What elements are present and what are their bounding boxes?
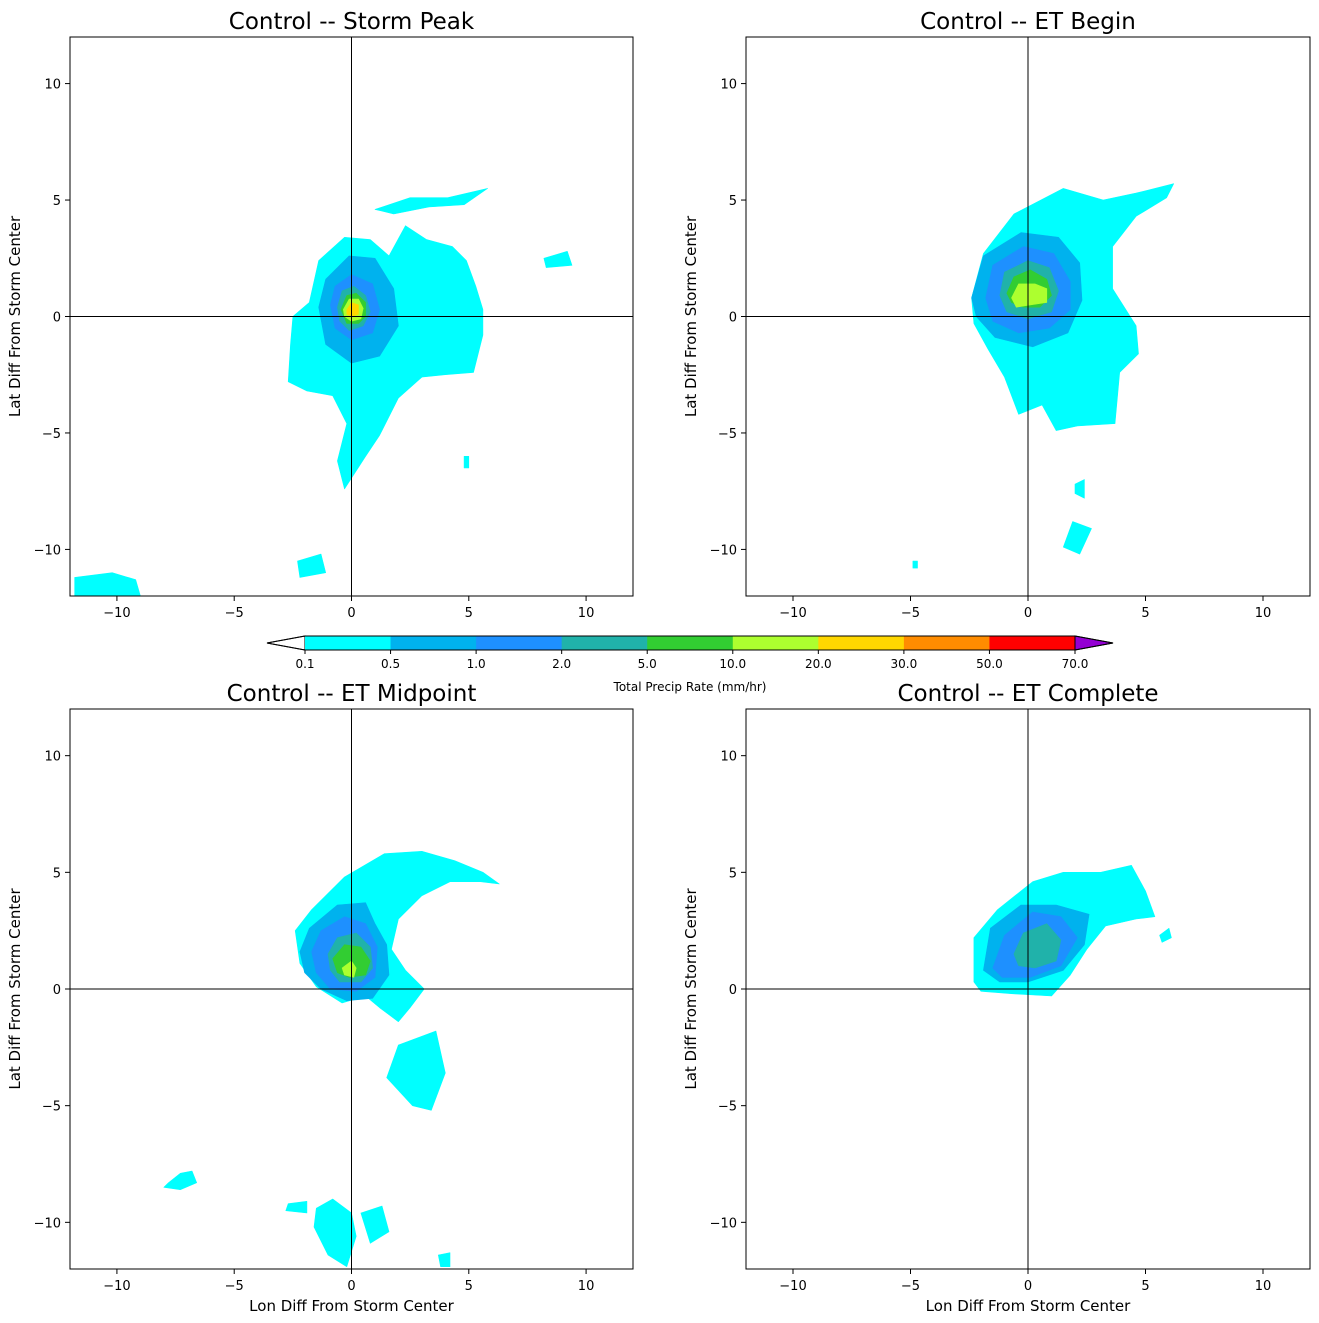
y-tick-label: 0 (53, 311, 61, 326)
x-tick-label: −10 (103, 1279, 130, 1294)
y-axis-label: Lat Diff From Storm Center (6, 888, 24, 1090)
contour-region-0.1 (464, 456, 469, 468)
x-tick-label: −5 (901, 606, 920, 621)
x-tick-label: −10 (103, 606, 130, 621)
panel-title: Control -- ET Complete (897, 681, 1158, 707)
y-tick-label: 0 (53, 983, 61, 998)
colorbar-segment (989, 636, 1075, 650)
x-tick-label: 5 (465, 1279, 473, 1294)
y-tick-label: 10 (720, 78, 737, 93)
colorbar-segment (305, 636, 391, 650)
y-tick-label: 5 (53, 866, 61, 881)
colorbar-tick-label: 5.0 (638, 657, 657, 671)
y-tick-label: −5 (42, 427, 61, 442)
colorbar-under-extend (267, 636, 305, 650)
contour-region-0.1 (913, 561, 918, 568)
y-tick-label: 10 (44, 78, 61, 93)
colorbar-segment (733, 636, 819, 650)
x-tick-label: 0 (1024, 1279, 1032, 1294)
y-axis-label: Lat Diff From Storm Center (682, 888, 700, 1090)
colorbar-over-extend (1075, 636, 1113, 650)
y-axis-label: Lat Diff From Storm Center (682, 215, 700, 417)
colorbar-tick-label: 0.1 (295, 657, 314, 671)
y-tick-label: 5 (729, 194, 737, 209)
colorbar-tick-label: 30.0 (891, 657, 918, 671)
y-tick-label: 10 (44, 750, 61, 765)
contour-region-0.1 (438, 1253, 450, 1267)
y-tick-label: −5 (42, 1100, 61, 1115)
x-tick-label: −5 (225, 1279, 244, 1294)
colorbar-label: Total Precip Rate (mm/hr) (613, 680, 767, 694)
colorbar-tick-label: 1.0 (467, 657, 486, 671)
y-tick-label: 5 (53, 194, 61, 209)
panel-title: Control -- ET Begin (920, 9, 1136, 35)
colorbar-segment (562, 636, 648, 650)
y-tick-label: 0 (729, 983, 737, 998)
colorbar-tick-label: 10.0 (719, 657, 746, 671)
x-tick-label: 10 (1255, 606, 1272, 621)
panel-title: Control -- Storm Peak (229, 9, 475, 35)
y-tick-label: 10 (720, 750, 737, 765)
y-axis-label: Lat Diff From Storm Center (6, 215, 24, 417)
panel-1: −10 −5 0 5 10 −10 −5 0 5 10 Control -- Storm Peak L… (6, 9, 633, 621)
y-tick-label: −10 (34, 543, 61, 558)
x-tick-label: 5 (1141, 606, 1149, 621)
colorbar-segment (476, 636, 562, 650)
x-axis-label: Lon Diff From Storm Center (926, 1297, 1131, 1315)
x-axis-label: Lon Diff From Storm Center (249, 1297, 454, 1315)
panel-3: −10 −5 0 5 10 −10 −5 0 5 10 Control -- ET Midpoint… (6, 681, 633, 1315)
colorbar-segment (391, 636, 477, 650)
x-tick-label: 0 (1024, 606, 1032, 621)
panel-2: −10 −5 0 5 10 −10 −5 0 5 10 Control -- ET Begin Lat… (682, 9, 1310, 621)
y-tick-label: −10 (710, 543, 737, 558)
colorbar-tick-label: 50.0 (976, 657, 1003, 671)
panel-title: Control -- ET Midpoint (227, 681, 477, 707)
colorbar-tick-label: 2.0 (552, 657, 571, 671)
x-tick-label: −5 (901, 1279, 920, 1294)
colorbar-segment (818, 636, 904, 650)
x-tick-label: 0 (347, 1279, 355, 1294)
colorbar-tick-label: 70.0 (1062, 657, 1089, 671)
panel-4: −10 −5 0 5 10 −10 −5 0 5 10 Control -- ET Complete… (682, 681, 1310, 1315)
x-tick-label: 10 (578, 606, 595, 621)
x-tick-label: 5 (465, 606, 473, 621)
colorbar-tick-label: 20.0 (805, 657, 832, 671)
y-tick-label: −5 (718, 1100, 737, 1115)
x-tick-label: 5 (1141, 1279, 1149, 1294)
y-tick-label: −10 (710, 1216, 737, 1231)
x-tick-label: 0 (347, 606, 355, 621)
x-tick-label: −10 (779, 606, 806, 621)
x-tick-label: −10 (779, 1279, 806, 1294)
colorbar-segment (904, 636, 990, 650)
x-tick-label: 10 (578, 1279, 595, 1294)
colorbar-segment (647, 636, 733, 650)
y-tick-label: −5 (718, 427, 737, 442)
y-tick-label: −10 (34, 1216, 61, 1231)
x-tick-label: −5 (225, 606, 244, 621)
y-tick-label: 0 (729, 311, 737, 326)
colorbar-tick-label: 0.5 (381, 657, 400, 671)
x-tick-label: 10 (1255, 1279, 1272, 1294)
y-tick-label: 5 (729, 866, 737, 881)
